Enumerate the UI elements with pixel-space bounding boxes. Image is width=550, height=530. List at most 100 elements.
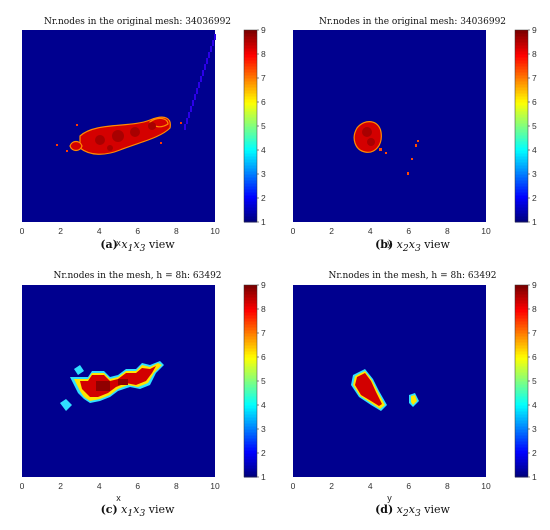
caption-sub1: 1 [127,243,134,255]
x-tick-label: 4 [97,226,102,236]
colorbar-segment [244,375,257,379]
panel-d-chart: 0 2 4 6 8 10 y 1 2 3 4 5 6 7 8 9 [291,280,537,503]
x-tick-label: 6 [406,226,411,236]
caption-c: (c) x1x3 view [0,503,275,519]
caption-sub1: 1 [127,508,134,520]
colorbar-segment [515,306,528,310]
colorbar-tick-label: 9 [532,280,537,290]
colorbar-segment [515,294,528,298]
colorbar-segment [244,132,257,136]
colorbar-segment [244,123,257,127]
colorbar-segment [515,381,528,385]
colorbar-tick-label: 1 [261,217,266,227]
colorbar-segment [244,402,257,406]
colorbar-segment [244,411,257,415]
colorbar-tick-label: 5 [261,121,266,131]
colorbar-tick-label: 3 [532,169,537,179]
colorbar-segment [515,90,528,94]
colorbar-segment [244,138,257,142]
caption-label: (b) [375,238,394,251]
colorbar-segment [244,33,257,37]
colorbar-segment [515,126,528,130]
colorbar-segment [515,210,528,214]
colorbar-segment [244,303,257,307]
colorbar-segment [244,390,257,394]
colorbar-segment [244,324,257,328]
colorbar-segment [244,102,257,106]
colorbar-segment [244,207,257,211]
colorbar-segment [244,72,257,76]
colorbar-segment [515,48,528,52]
colorbar-segment [244,69,257,73]
colorbar-segment [244,66,257,70]
colorbar-segment [244,471,257,475]
colorbar-segment [244,423,257,427]
colorbar-segment [244,459,257,463]
colorbar-segment [244,465,257,469]
colorbar-segment [515,405,528,409]
colorbar-segment [244,183,257,187]
colorbar-segment [515,75,528,79]
x-tick-label: 0 [20,481,25,491]
colorbar-segment [515,333,528,337]
colorbar-segment [515,351,528,355]
caption-label: (d) [375,503,394,516]
colorbar-tick-label: 7 [261,73,266,83]
colorbar-segment [244,165,257,169]
colorbar-segment [515,396,528,400]
colorbar-segment [515,213,528,217]
colorbar-segment [515,216,528,220]
colorbar-segment [244,135,257,139]
colorbar-segment [515,129,528,133]
x-tick-label: 0 [20,226,25,236]
colorbar-segment [244,87,257,91]
colorbar-segment [515,300,528,304]
colorbar-segment [244,171,257,175]
caption-label: (c) [100,503,118,516]
hot-core [95,122,156,151]
colorbar-segment [244,186,257,190]
colorbar-segment [515,468,528,472]
hot-region [353,121,382,153]
colorbar-segment [515,81,528,85]
panel-c: Nr.nodes in the mesh, h = 8h: 63492 0 2 4 6… [0,265,275,530]
caption-var2: x [408,238,415,251]
caption-var2: x [408,503,415,516]
colorbar-segment [515,150,528,154]
x-tick-label: 10 [481,226,491,236]
panel-a-chart: 0 2 4 6 8 10 x 1 2 3 4 5 6 7 8 9 [20,25,266,248]
colorbar-segment [515,42,528,46]
colorbar-segment [515,36,528,40]
colorbar-segment [515,453,528,457]
heatmap-background [293,285,486,477]
caption-var: x [121,238,128,251]
panel-b: Nr.nodes in the original mesh: 34036992 … [275,0,550,265]
colorbar-segment [244,84,257,88]
colorbar-segment [244,291,257,295]
colorbar-segment [515,171,528,175]
colorbar-tick-label: 3 [532,424,537,434]
colorbar-segment [515,312,528,316]
colorbar-segment [515,93,528,97]
colorbar-segment [515,324,528,328]
colorbar-segment [515,414,528,418]
colorbar-segment [244,285,257,289]
colorbar-segment [515,456,528,460]
x-tick-label: 8 [174,226,179,236]
colorbar-segment [515,153,528,157]
colorbar-segment [244,213,257,217]
colorbar-segment [515,99,528,103]
colorbar-segment [244,51,257,55]
caption-var2: x [133,503,140,516]
colorbar-segment [244,348,257,352]
colorbar-segment [244,147,257,151]
colorbar-tick-label: 2 [261,448,266,458]
scatter-specks [379,140,419,175]
caption-sub2: 3 [414,243,421,255]
colorbar-segment [515,192,528,196]
colorbar-segment [515,33,528,37]
x-tick-label: 2 [329,226,334,236]
colorbar-segment [244,333,257,337]
x-tick-label: 6 [406,481,411,491]
colorbar-segment [515,417,528,421]
